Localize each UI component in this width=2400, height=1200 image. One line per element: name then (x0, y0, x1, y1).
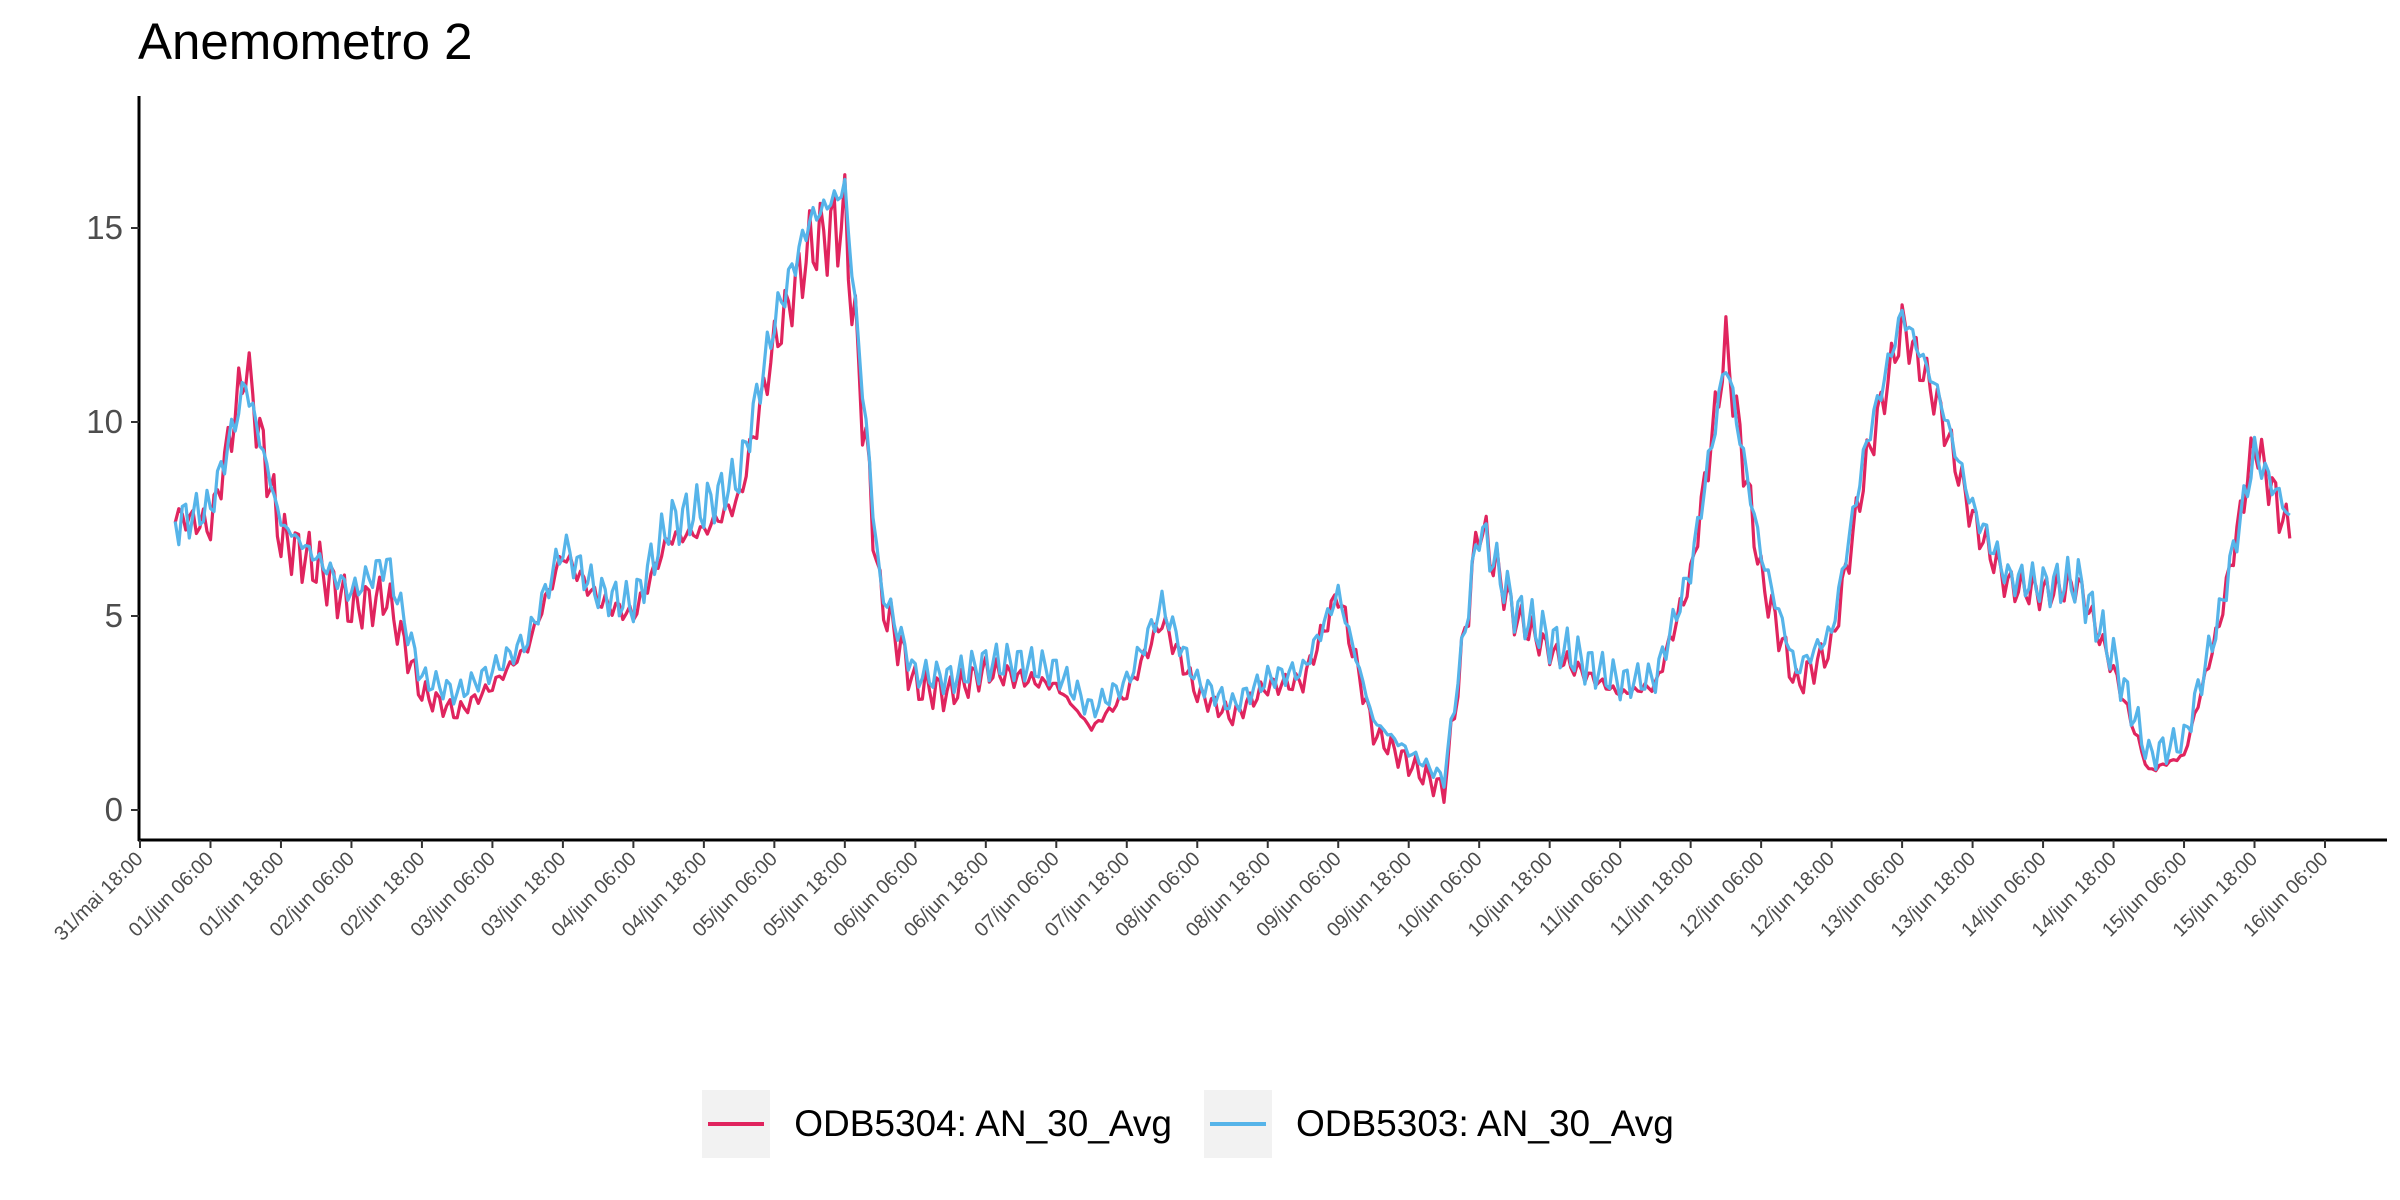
legend-label-odb5303: ODB5303: AN_30_Avg (1296, 1103, 1674, 1144)
legend-key-odb5304 (702, 1090, 771, 1158)
series-layer (173, 173, 2292, 805)
y-tick-label: 5 (105, 597, 123, 634)
series-line-odb5303 (173, 177, 2291, 789)
series-line-odb5304 (173, 173, 2292, 805)
y-tick-label: 0 (105, 791, 123, 828)
y-ticks: 0 5 10 15 (86, 209, 139, 828)
legend-key-odb5303 (1204, 1090, 1272, 1158)
legend-item-odb5303: ODB5303: AN_30_Avg (1204, 1090, 1698, 1158)
y-tick-label: 15 (86, 209, 123, 246)
legend-label-odb5304: ODB5304: AN_30_Avg (794, 1103, 1172, 1144)
chart-title: Anemometro 2 (138, 13, 473, 70)
legend-item-odb5304: ODB5304: AN_30_Avg (702, 1090, 1196, 1158)
legend: ODB5304: AN_30_Avg ODB5303: AN_30_Avg (0, 1088, 2400, 1160)
y-tick-label: 10 (86, 403, 123, 440)
